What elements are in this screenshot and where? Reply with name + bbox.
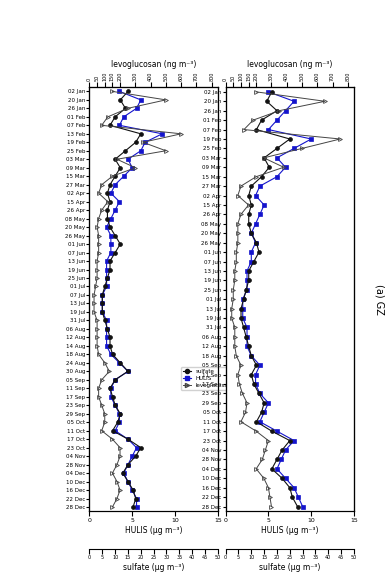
X-axis label: levoglucosan (ng m⁻³): levoglucosan (ng m⁻³) (247, 60, 333, 69)
X-axis label: HULIS (μg m⁻³): HULIS (μg m⁻³) (125, 526, 182, 535)
Legend: sulfate, HULIS, levoglucosan: sulfate, HULIS, levoglucosan (181, 367, 234, 390)
Text: (a) GZ: (a) GZ (375, 284, 385, 315)
Text: (b) NS: (b) NS (238, 284, 249, 314)
X-axis label: sulfate (μg m⁻³): sulfate (μg m⁻³) (123, 563, 184, 572)
X-axis label: levoglucosan (ng m⁻³): levoglucosan (ng m⁻³) (111, 60, 196, 69)
X-axis label: sulfate (μg m⁻³): sulfate (μg m⁻³) (259, 563, 321, 572)
X-axis label: HULIS (μg m⁻³): HULIS (μg m⁻³) (261, 526, 319, 535)
